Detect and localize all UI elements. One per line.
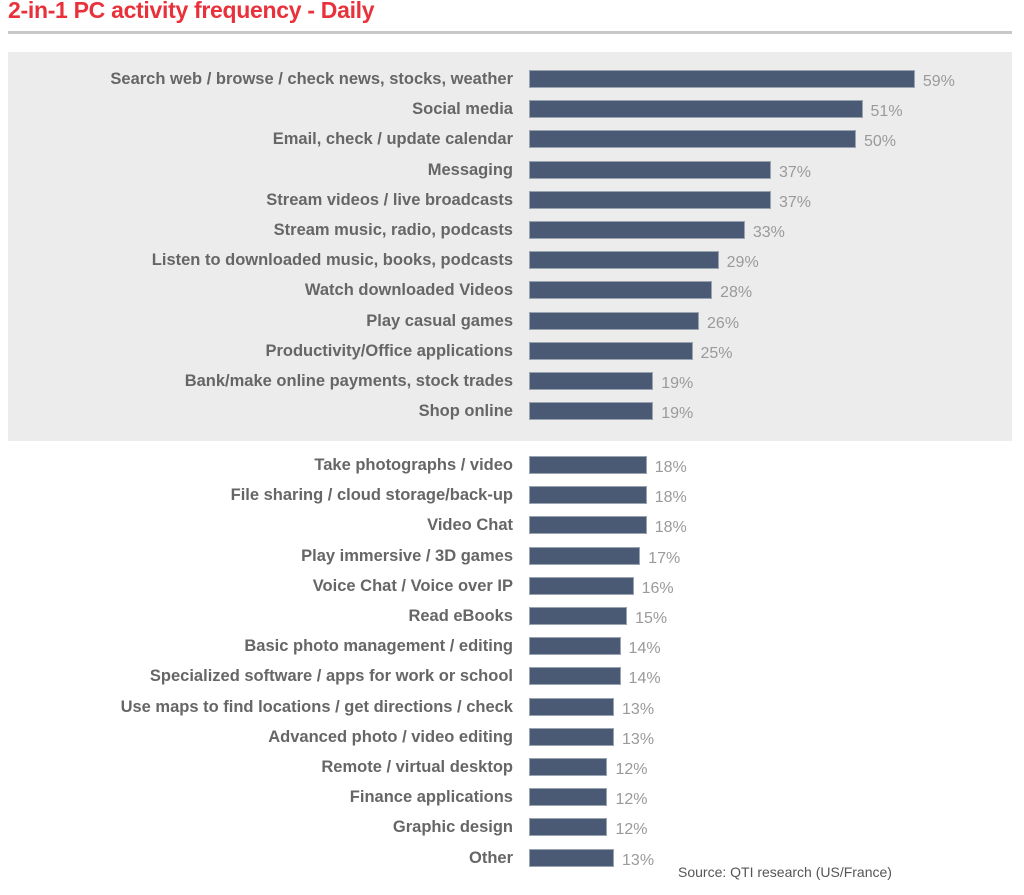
- bar: [529, 818, 608, 837]
- bar: [529, 190, 771, 209]
- title-divider: [8, 31, 1012, 34]
- category-label: Social media: [412, 100, 513, 119]
- bar: [529, 100, 863, 119]
- bar: [529, 372, 654, 390]
- bar: [529, 402, 654, 421]
- category-label: Play immersive / 3D games: [301, 546, 513, 565]
- value-label: 28%: [720, 284, 753, 302]
- value-label: 33%: [752, 224, 785, 241]
- category-label: Other: [468, 848, 513, 867]
- category-label: Read eBooks: [408, 607, 513, 625]
- category-label: Productivity/Office applications: [265, 341, 513, 360]
- bar: [529, 251, 719, 270]
- value-label: 12%: [615, 821, 648, 839]
- value-label: 16%: [641, 579, 674, 597]
- category-label: Take photographs / video: [314, 456, 513, 474]
- category-label: Graphic design: [392, 818, 513, 837]
- bar: [529, 160, 771, 179]
- category-label: Email, check / update calendar: [272, 130, 513, 149]
- category-label: Video Chat: [427, 516, 513, 535]
- bar: [529, 341, 693, 360]
- value-label: 50%: [864, 133, 897, 151]
- bar: [529, 788, 608, 807]
- category-label: Search web / browse / check news, stocks…: [110, 70, 513, 88]
- value-label: 18%: [654, 489, 687, 507]
- value-label: 25%: [700, 344, 733, 362]
- value-label: 12%: [615, 761, 648, 778]
- category-label: Use maps to find locations / get directi…: [120, 697, 513, 716]
- bar: [529, 456, 647, 474]
- bar: [529, 311, 700, 330]
- category-label: Stream music, radio, podcasts: [273, 221, 513, 239]
- bar: [529, 607, 628, 625]
- category-label: Advanced photo / video editing: [268, 727, 513, 746]
- source-note: Source: QTI research (US/France): [678, 864, 892, 880]
- bar: [529, 637, 621, 656]
- bar: [529, 130, 856, 149]
- bar: [529, 281, 713, 300]
- value-label: 14%: [628, 670, 661, 688]
- bar: [529, 758, 608, 776]
- value-label: 13%: [622, 730, 655, 748]
- bar: [529, 697, 615, 716]
- value-label: 15%: [635, 610, 668, 627]
- bar: [529, 848, 615, 867]
- category-label: Bank/make online payments, stock trades: [184, 372, 513, 390]
- bar: [529, 516, 647, 535]
- bar: [529, 576, 634, 595]
- category-label: Voice Chat / Voice over IP: [312, 576, 513, 595]
- value-label: 17%: [648, 549, 681, 567]
- chart-title: 2-in-1 PC activity frequency - Daily: [8, 0, 375, 23]
- category-label: Specialized software / apps for work or …: [149, 667, 513, 686]
- bar: [529, 486, 647, 505]
- category-label: Watch downloaded Videos: [304, 281, 513, 300]
- value-label: 18%: [654, 459, 687, 476]
- bar: [529, 221, 745, 239]
- value-label: 18%: [654, 519, 687, 537]
- value-label: 13%: [622, 851, 655, 869]
- category-label: Finance applications: [349, 788, 513, 807]
- value-label: 37%: [778, 163, 811, 181]
- value-label: 14%: [628, 640, 661, 658]
- value-label: 19%: [661, 405, 694, 423]
- value-label: 29%: [726, 254, 759, 272]
- category-label: Play casual games: [366, 311, 513, 330]
- bar: [529, 546, 641, 565]
- category-label: Stream videos / live broadcasts: [266, 190, 513, 209]
- bar: [529, 70, 915, 88]
- category-label: Listen to downloaded music, books, podca…: [151, 251, 513, 270]
- value-label: 59%: [922, 73, 955, 90]
- category-label: Basic photo management / editing: [244, 637, 513, 656]
- category-label: File sharing / cloud storage/back-up: [230, 486, 513, 505]
- value-label: 51%: [870, 103, 903, 121]
- category-label: Shop online: [418, 402, 513, 421]
- value-label: 19%: [661, 375, 694, 392]
- category-label: Remote / virtual desktop: [321, 758, 513, 776]
- value-label: 26%: [707, 314, 740, 332]
- category-label: Messaging: [427, 160, 513, 179]
- bar: [529, 667, 621, 686]
- value-label: 37%: [778, 193, 811, 211]
- value-label: 12%: [615, 791, 648, 809]
- value-label: 13%: [622, 700, 655, 718]
- bar: [529, 727, 615, 746]
